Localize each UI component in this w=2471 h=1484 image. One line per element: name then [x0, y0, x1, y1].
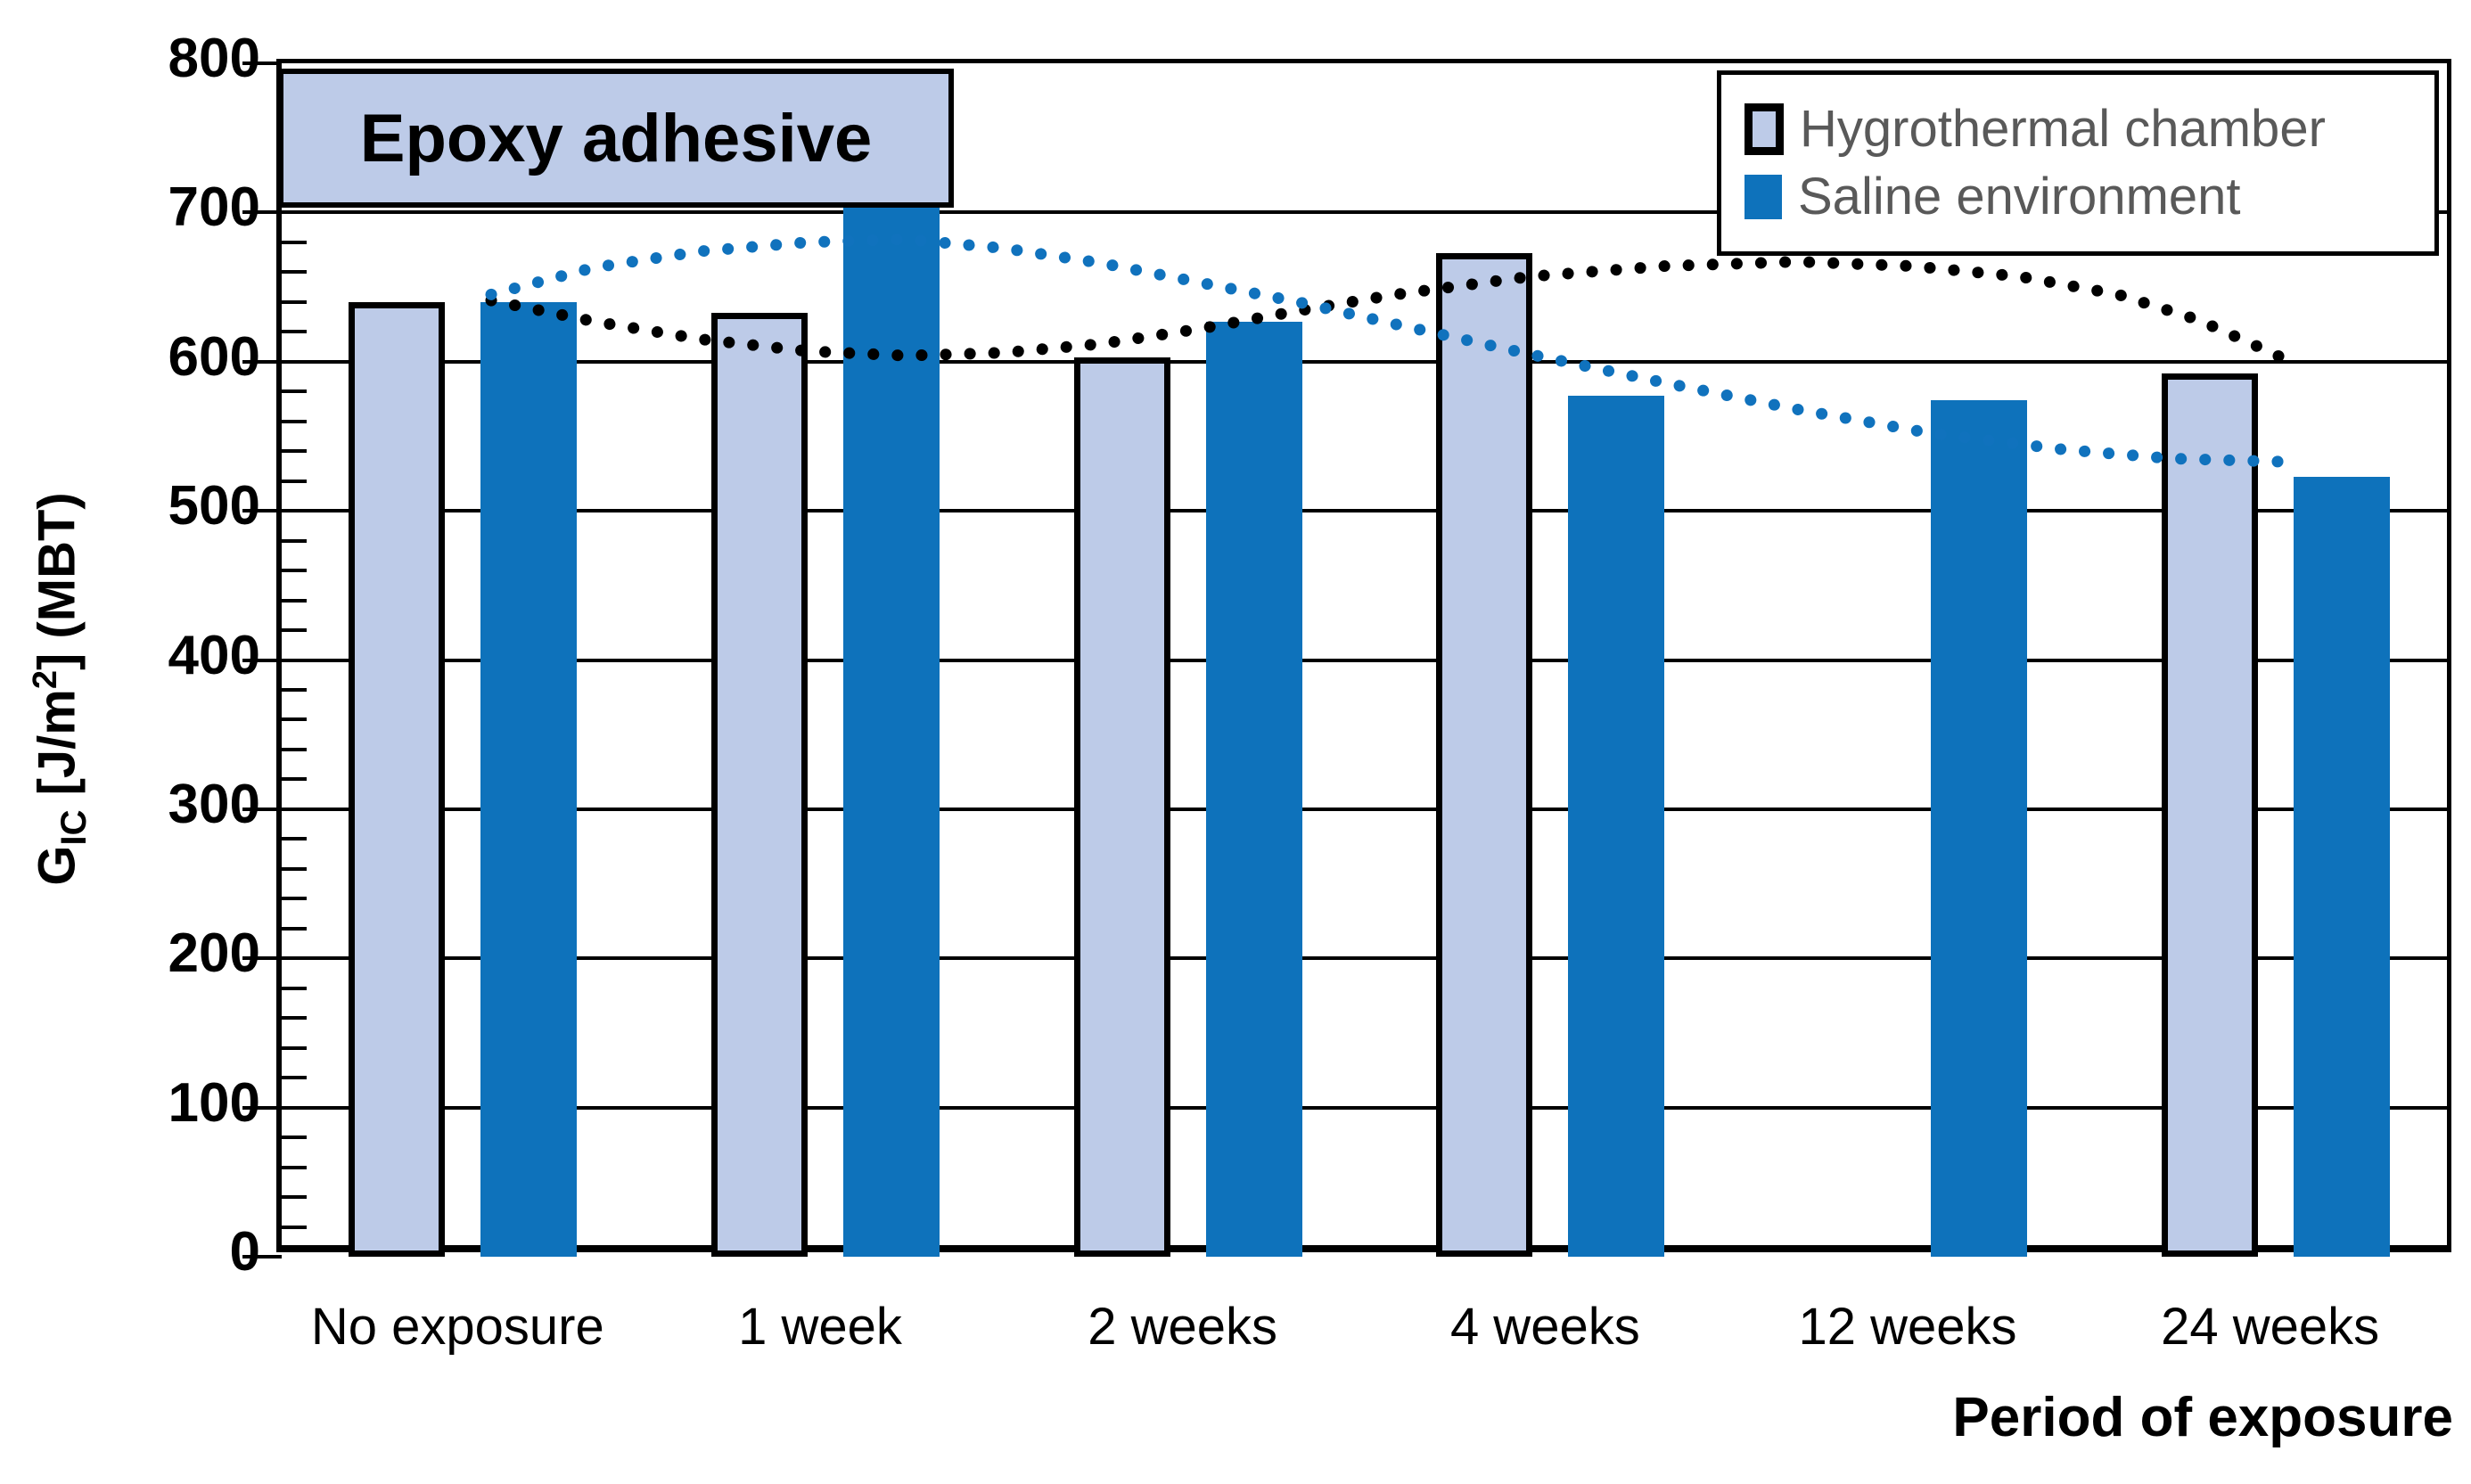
saline-swatch-icon — [1744, 175, 1782, 219]
x-category-label: No exposure — [310, 1298, 604, 1356]
y-major-tick — [242, 359, 282, 364]
y-major-tick — [242, 61, 282, 65]
y-minor-tick — [282, 479, 307, 483]
y-minor-tick — [282, 569, 307, 573]
saline-trendline — [485, 234, 2285, 468]
chart-title: Epoxy adhesive — [359, 100, 873, 176]
y-minor-tick — [282, 1165, 307, 1169]
y-minor-tick — [282, 1045, 307, 1050]
y-minor-tick — [282, 747, 307, 751]
legend: Hygrothermal chamber Saline environment — [1717, 70, 2439, 256]
y-minor-tick — [282, 1225, 307, 1229]
y-major-tick — [242, 509, 282, 513]
y-minor-tick — [282, 270, 307, 275]
y-major-tick — [242, 956, 282, 961]
hygrothermal-bar-no-exposure — [349, 301, 446, 1257]
y-minor-tick — [282, 449, 307, 454]
y-minor-tick — [282, 866, 307, 871]
y-major-tick — [242, 658, 282, 662]
hygrothermal-bar-24-weeks — [2161, 373, 2258, 1257]
y-minor-tick — [282, 1195, 307, 1200]
saline-bar-4-weeks — [1568, 396, 1665, 1257]
gridline — [282, 359, 2447, 364]
y-tick-label: 700 — [168, 176, 260, 239]
y-minor-tick — [282, 837, 307, 841]
y-minor-tick — [282, 986, 307, 990]
y-minor-tick — [282, 538, 307, 543]
y-minor-tick — [282, 717, 307, 722]
y-tick-label: 600 — [168, 325, 260, 388]
gridline — [282, 807, 2447, 811]
hygrothermal-bar-4-weeks — [1436, 252, 1533, 1257]
y-minor-tick — [282, 330, 307, 334]
y-minor-tick — [282, 419, 307, 423]
saline-bar-2-weeks — [1205, 321, 1302, 1257]
hygrothermal-trendline — [485, 256, 2294, 366]
y-minor-tick — [282, 777, 307, 782]
x-category-label: 4 weeks — [1449, 1298, 1640, 1356]
hygrothermal-bar-2-weeks — [1073, 357, 1170, 1257]
x-category-label: 1 week — [738, 1298, 902, 1356]
y-minor-tick — [282, 926, 307, 931]
x-category-label: 2 weeks — [1088, 1298, 1278, 1356]
y-tick-label: 200 — [168, 922, 260, 985]
y-major-tick — [242, 807, 282, 811]
y-tick-label: 0 — [229, 1221, 260, 1283]
y-major-tick — [242, 1255, 282, 1259]
legend-label-hygrothermal: Hygrothermal chamber — [1800, 100, 2326, 158]
gridline — [282, 956, 2447, 961]
chart-title-box: Epoxy adhesive — [278, 69, 954, 208]
y-tick-label: 500 — [168, 475, 260, 537]
hygrothermal-bar-1-week — [711, 312, 808, 1257]
saline-bar-12-weeks — [1931, 400, 2027, 1257]
saline-bar-24-weeks — [2293, 476, 2390, 1257]
y-minor-tick — [282, 897, 307, 901]
legend-label-saline: Saline environment — [1798, 168, 2241, 225]
legend-item-saline: Saline environment — [1744, 171, 2434, 223]
y-axis-title-symbol: G — [28, 845, 86, 886]
trendlines-layer — [485, 234, 2294, 468]
hygrothermal-swatch-icon — [1744, 103, 1784, 155]
y-minor-tick — [282, 389, 307, 394]
gridline — [282, 1105, 2447, 1110]
y-minor-tick — [282, 1076, 307, 1080]
gridline — [282, 658, 2447, 662]
gridline — [282, 509, 2447, 513]
y-minor-tick — [282, 628, 307, 633]
gridline — [282, 210, 2447, 215]
y-tick-label: 100 — [168, 1071, 260, 1134]
x-axis-title: Period of exposure — [1952, 1387, 2453, 1448]
y-major-tick — [242, 1105, 282, 1110]
y-minor-tick — [282, 687, 307, 692]
x-category-label: 24 weeks — [2161, 1298, 2380, 1356]
saline-bar-1-week — [843, 206, 940, 1257]
y-minor-tick — [282, 1016, 307, 1021]
y-minor-tick — [282, 598, 307, 603]
y-major-tick — [242, 210, 282, 215]
y-tick-label: 800 — [168, 28, 260, 89]
y-minor-tick — [282, 1136, 307, 1140]
y-minor-tick — [282, 240, 307, 244]
y-minor-tick — [282, 299, 307, 304]
legend-item-hygrothermal: Hygrothermal chamber — [1744, 103, 2434, 155]
x-category-label: 12 weeks — [1798, 1298, 2017, 1356]
plot-area — [242, 59, 2451, 1259]
y-tick-label: 300 — [168, 773, 260, 835]
y-tick-label: 400 — [168, 624, 260, 686]
saline-bar-no-exposure — [480, 301, 578, 1257]
